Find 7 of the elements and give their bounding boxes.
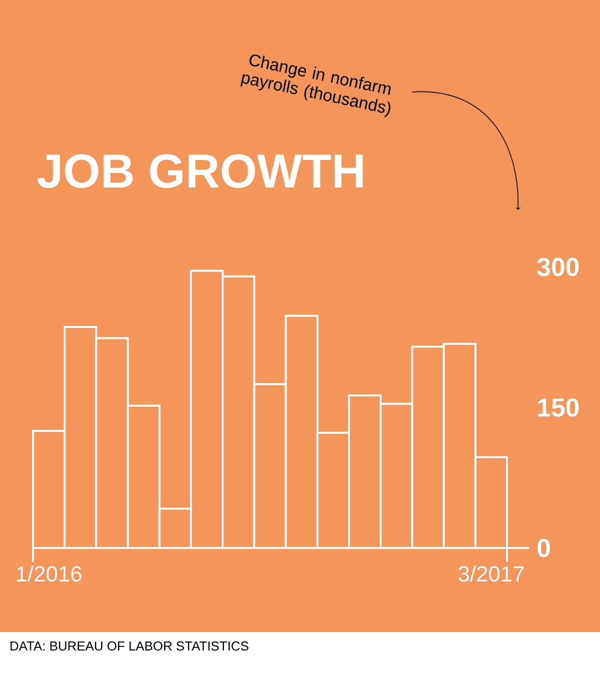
y-tick-label: 150: [538, 398, 579, 417]
x-tick-label: 1/2016: [16, 566, 82, 582]
y-tick-label: 300: [537, 258, 579, 276]
x-tick-label: 3/2017: [458, 566, 524, 582]
y-tick-label: 0: [538, 538, 550, 558]
text: DATA: BUREAU OF LABOR STATISTICS: [10, 641, 248, 651]
chart-title: JOB GROWTH: [37, 154, 363, 188]
